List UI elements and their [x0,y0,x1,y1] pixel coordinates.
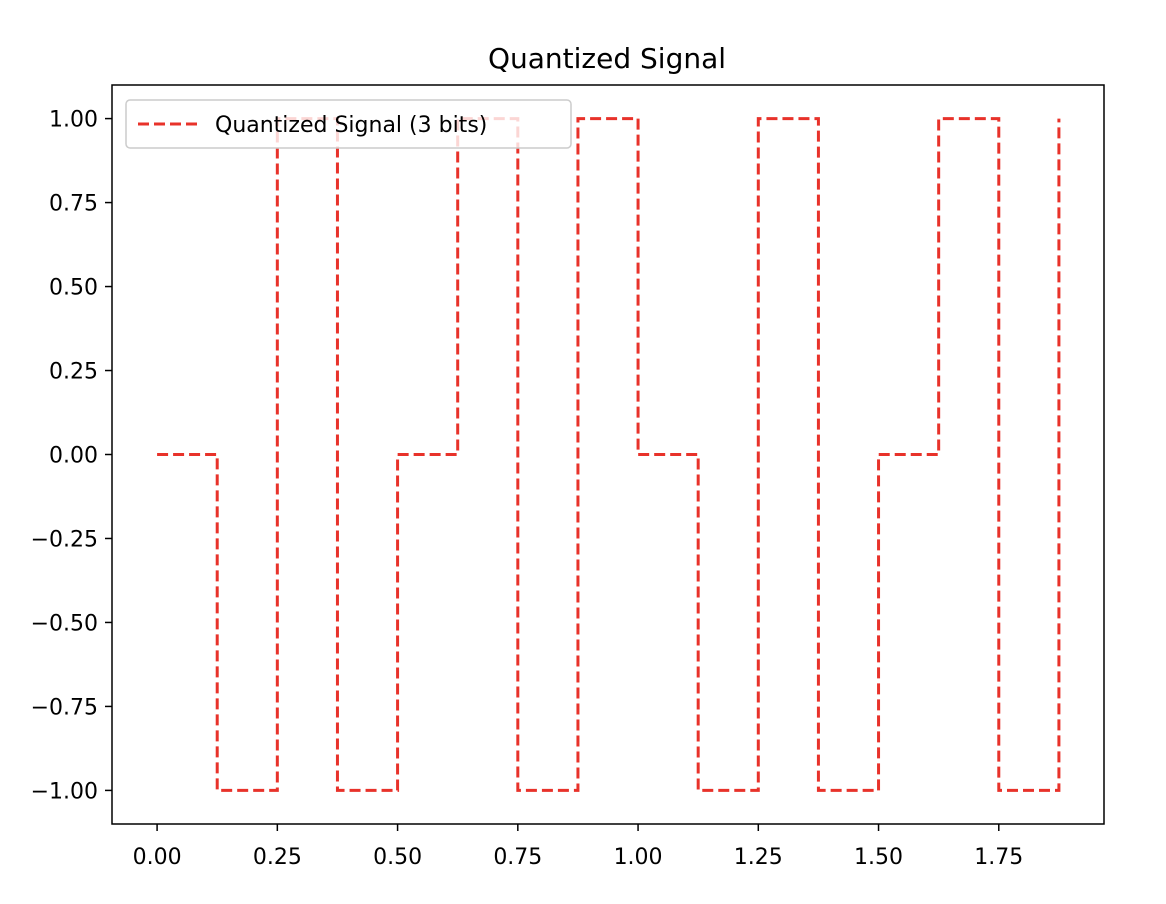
chart-title: Quantized Signal [488,42,726,75]
axes: 0.00 0.25 0.50 0.75 1.00 1.25 1.50 1.75 1.00 0.75… [31,84,1105,870]
x-tick-label: 1.50 [854,845,903,870]
y-tick-label: 0.75 [49,192,98,217]
y-tick-label: −0.25 [31,527,98,552]
legend-box [125,99,572,149]
y-tick-label: 0.00 [49,444,98,469]
y-tick-label: −0.50 [31,611,98,636]
x-tick-label: 1.00 [614,845,663,870]
x-tick-label: 1.75 [974,845,1023,870]
y-tick-label: 0.25 [49,360,98,385]
x-tick-label: 0.25 [253,845,302,870]
x-tick-label: 0.75 [493,845,542,870]
y-tick-label: −0.75 [31,695,98,720]
y-tick-label: 1.00 [49,108,98,133]
y-tick-label: 0.50 [49,276,98,301]
x-tick-label: 0.50 [373,845,422,870]
x-tick-label: 1.25 [734,845,783,870]
legend: Quantized Signal (3 bits) [125,99,572,149]
legend-label: Quantized Signal (3 bits) [215,113,487,138]
x-tick-label: 0.00 [133,845,182,870]
y-tick-label: −1.00 [31,779,98,804]
